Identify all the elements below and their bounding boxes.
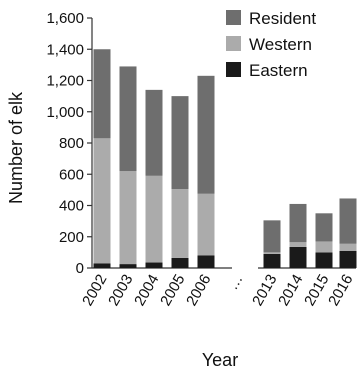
y-tick-label: 0 (76, 260, 84, 277)
bar-eastern-2002 (93, 263, 111, 268)
x-tick-label: 2015 (301, 272, 332, 309)
bar-resident-2002 (93, 49, 111, 139)
bar-eastern-2003 (119, 264, 137, 268)
bar-western-2002 (93, 138, 111, 264)
y-tick-label: 800 (59, 135, 84, 152)
y-tick-label: 400 (59, 198, 84, 215)
bar-resident-2016 (339, 198, 357, 244)
bar-western-2016 (339, 243, 357, 251)
plot-area: 02004006008001,0001,2001,4001,6002002200… (46, 10, 357, 309)
y-tick-label: 1,200 (46, 73, 84, 90)
legend: Resident Western Eastern (226, 9, 316, 80)
x-tick-label: 2016 (325, 272, 356, 309)
bar-western-2004 (145, 175, 163, 263)
bar-eastern-2004 (145, 262, 163, 268)
bar-eastern-2016 (339, 250, 357, 268)
bar-eastern-2006 (197, 255, 215, 268)
legend-label-western: Western (249, 35, 312, 54)
bar-eastern-2015 (315, 252, 333, 268)
legend-label-eastern: Eastern (249, 61, 308, 80)
bar-resident-2005 (171, 96, 189, 190)
bar-eastern-2013 (263, 253, 281, 268)
x-tick-label: 2002 (79, 272, 110, 309)
x-tick-label: 2005 (157, 272, 188, 309)
x-axis-label: Year (202, 350, 238, 370)
x-tick-label: 2014 (275, 272, 306, 309)
y-axis-label: Number of elk (6, 91, 26, 204)
bar-eastern-2005 (171, 257, 189, 268)
legend-label-resident: Resident (249, 9, 316, 28)
bar-western-2015 (315, 241, 333, 253)
legend-swatch-resident (226, 10, 241, 25)
bar-eastern-2014 (289, 246, 307, 268)
bar-resident-2014 (289, 203, 307, 243)
legend-swatch-western (226, 36, 241, 51)
y-tick-label: 1,000 (46, 104, 84, 121)
bar-western-2003 (119, 171, 137, 265)
bar-resident-2015 (315, 213, 333, 242)
y-tick-label: 1,600 (46, 10, 84, 27)
x-tick-label: … (224, 272, 246, 293)
x-tick-label: 2013 (249, 272, 280, 309)
y-tick-label: 200 (59, 229, 84, 246)
bar-western-2006 (197, 193, 215, 256)
bar-resident-2013 (263, 220, 281, 253)
bar-western-2014 (289, 242, 307, 247)
x-tick-label: 2006 (183, 272, 214, 309)
bar-resident-2004 (145, 89, 163, 176)
bar-resident-2003 (119, 66, 137, 172)
x-tick-label: 2003 (105, 272, 136, 309)
bar-western-2013 (263, 252, 281, 254)
x-tick-label: 2004 (131, 272, 162, 309)
legend-swatch-eastern (226, 62, 241, 77)
bar-resident-2006 (197, 75, 215, 194)
y-tick-label: 600 (59, 166, 84, 183)
y-tick-label: 1,400 (46, 41, 84, 58)
bar-western-2005 (171, 189, 189, 258)
